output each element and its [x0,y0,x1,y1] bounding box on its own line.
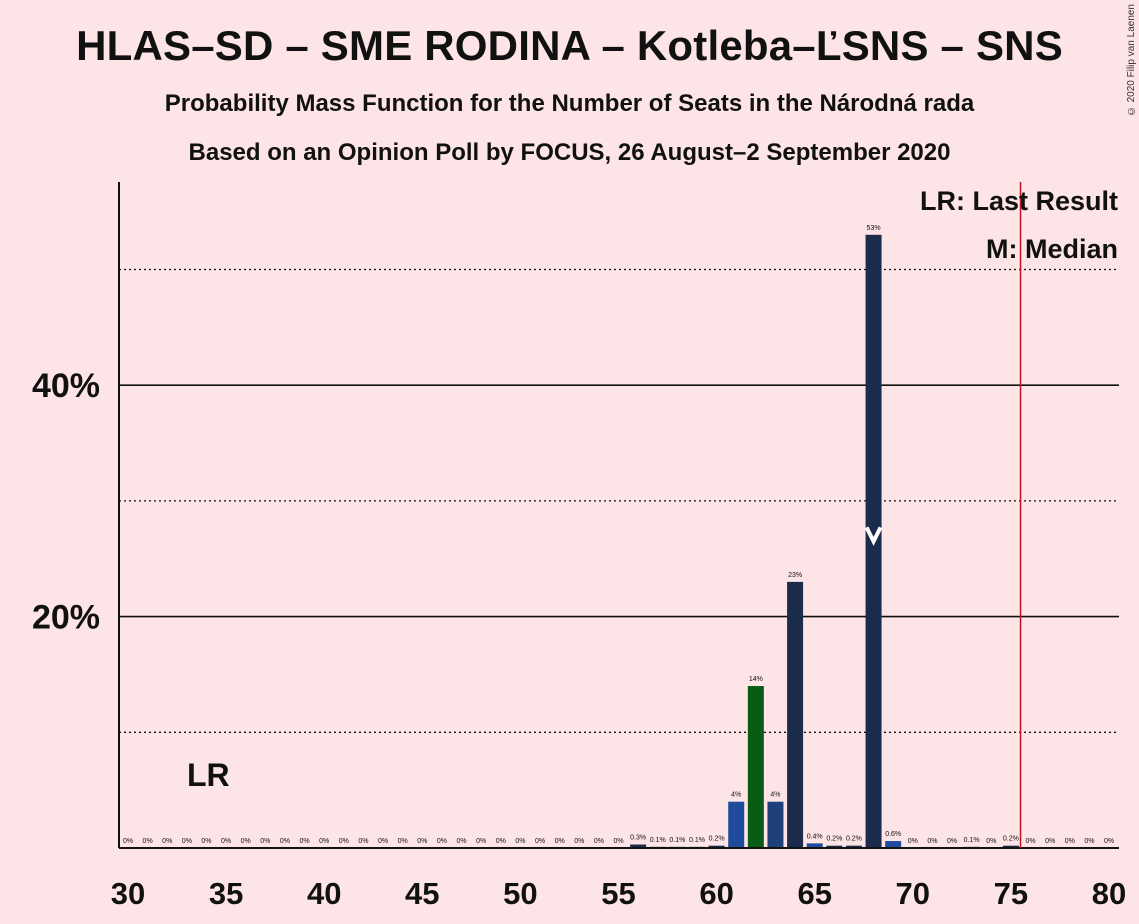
gridlines [119,268,1119,733]
bar-value-label: 0.2% [826,836,842,843]
bar-value-label: 4% [770,792,780,799]
bar-value-label: 0% [260,838,270,845]
bar-seat-62 [747,686,764,848]
bar-value-label: 0% [496,838,506,845]
x-tick-label: 30 [111,876,145,911]
bar-value-label: 0.1% [650,837,666,844]
bar-value-label: 0% [535,838,545,845]
bar-value-label: 0% [280,838,290,845]
y-tick-label: 20% [32,599,100,637]
bar-value-label: 4% [731,792,741,799]
bar-seat-63 [767,801,784,848]
x-tick-label: 65 [797,876,831,911]
bar-value-label: 0% [555,838,565,845]
bar-value-label: 0% [162,838,172,845]
bar-value-label: 0.1% [669,837,685,844]
bar-value-label: 0.2% [709,836,725,843]
bar-value-label: 0% [182,838,192,845]
bar-value-label: 53% [867,225,881,232]
axes [118,182,1119,849]
bar-value-label: 0% [908,838,918,845]
x-tick-label: 80 [1092,876,1126,911]
x-tick-label: 70 [896,876,930,911]
bar-value-label: 0% [319,838,329,845]
bar-value-label: 0% [378,838,388,845]
bar-value-label: 0% [1025,838,1035,845]
bar-value-label: 0% [476,838,486,845]
bar-value-label: 0% [123,838,133,845]
bar-seat-65 [806,843,823,848]
bar-value-label: 0% [300,838,310,845]
x-tick-label: 45 [405,876,439,911]
bar-seat-66 [826,845,843,848]
bar-value-label: 0.1% [689,837,705,844]
bar-value-label: 0.3% [630,835,646,842]
bar-value-label: 0% [339,838,349,845]
bar-value-label: 0% [613,838,623,845]
bar-value-label: 0% [1065,838,1075,845]
bar-value-label: 0% [594,838,604,845]
bar-value-label: 0% [143,838,153,845]
last-result-marker: LR [187,757,230,793]
bar-value-label: 0% [947,838,957,845]
bar-value-label: 0% [398,838,408,845]
x-tick-label: 40 [307,876,341,911]
bar-value-label: 0% [927,838,937,845]
legend-median: M: Median [986,234,1118,264]
x-tick-label: 75 [994,876,1028,911]
bar-value-label: 0.4% [807,833,823,840]
bar-value-label: 0% [358,838,368,845]
bar-value-label: 0% [456,838,466,845]
chart-title: HLAS–SD – SME RODINA – Kotleba–ĽSNS – SN… [76,22,1063,69]
bar-value-label: 0.2% [846,836,862,843]
bar-value-label: 0% [1084,838,1094,845]
x-tick-label: 35 [209,876,243,911]
y-tick-labels: 20% 40% [32,367,100,636]
x-tick-label: 50 [503,876,537,911]
bar-seat-60 [708,845,725,848]
y-tick-label: 40% [32,367,100,405]
bar-labels: 0% 0% 0% 0% 0% 0% 0% 0% 0% 0% 0% 0% 0% 0% 0% 0% 0% 0% 0% 0%… [123,225,1114,845]
bar-value-label: 0% [437,838,447,845]
bars [630,234,1019,849]
chart-source: Based on an Opinion Poll by FOCUS, 26 Au… [188,139,951,166]
bar-value-label: 0% [986,838,996,845]
bar-value-label: 23% [788,572,802,579]
bar-seat-75 [1002,845,1019,848]
x-tick-label: 55 [601,876,635,911]
bar-value-label: 0% [1045,838,1055,845]
chart-subtitle: Probability Mass Function for the Number… [164,90,975,117]
bar-value-label: 0% [515,838,525,845]
bar-seat-56 [630,844,647,848]
bar-value-label: 0% [1104,838,1114,845]
bar-value-label: 0% [201,838,211,845]
bar-value-label: 0% [221,838,231,845]
bar-value-label: 0% [574,838,584,845]
bar-value-label: 0.2% [1003,836,1019,843]
x-tick-label: 60 [699,876,733,911]
bar-value-label: 0% [241,838,251,845]
bar-value-label: 14% [749,676,763,683]
bar-value-label: 0.6% [885,831,901,838]
bar-value-label: 0% [417,838,427,845]
median-marker [864,526,883,546]
legend-last-result: LR: Last Result [920,186,1118,216]
bar-seat-67 [845,845,862,848]
bar-seat-69 [885,841,902,848]
bar-seat-61 [728,801,745,848]
bar-value-label: 0.1% [964,837,980,844]
x-tick-labels: 30 35 40 45 50 55 60 65 70 75 80 [111,876,1126,911]
bar-seat-64 [787,581,804,848]
